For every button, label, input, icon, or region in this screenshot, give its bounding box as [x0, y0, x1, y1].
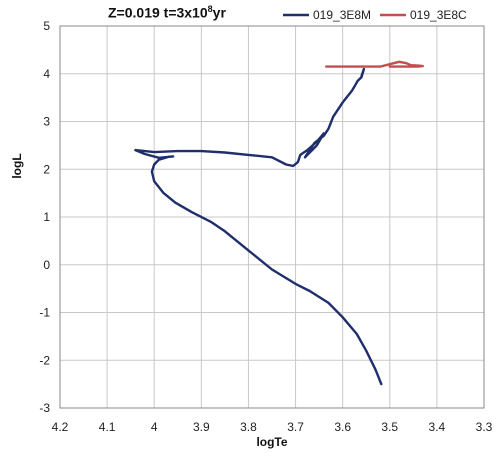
chart-title: Z=0.019 t=3x108yr	[108, 4, 226, 21]
x-axis-label: logTe	[256, 435, 287, 449]
y-tick-label: -3	[39, 401, 50, 415]
series-line-1	[134, 67, 383, 386]
chart-title-suffix: yr	[212, 4, 226, 21]
x-tick-label: 4	[151, 420, 158, 434]
y-tick-label: 4	[43, 67, 50, 81]
legend: 019_3E8M 019_3E8C	[283, 8, 467, 22]
x-tick-label: 3.3	[476, 420, 493, 434]
series-line-2	[325, 60, 424, 68]
y-tick-label: -2	[39, 353, 50, 367]
y-tick-label: 3	[43, 115, 50, 129]
x-tick-label: 3.6	[334, 420, 351, 434]
y-tick-label: 1	[43, 210, 50, 224]
chart-title-superscript: 8	[207, 4, 213, 14]
chart-title-main: Z=0.019 t=3x10	[108, 4, 208, 21]
y-tick-label: 0	[43, 258, 50, 272]
grid	[59, 25, 485, 409]
series-lines	[134, 60, 424, 386]
x-tick-label: 4.1	[99, 420, 116, 434]
legend-label-1: 019_3E8M	[313, 8, 371, 22]
legend-label-2: 019_3E8C	[410, 8, 467, 22]
x-tick-label: 3.5	[381, 420, 398, 434]
y-tick-label: 2	[43, 162, 50, 176]
plot-border	[59, 25, 485, 409]
tick-labels: 4.2 4.1 4 3.9 3.8 3.7 3.6 3.5 3.4 3.3 -3 -2 -1 0 1 2 3 4 5	[39, 19, 492, 434]
x-tick-label: 3.4	[429, 420, 446, 434]
y-tick-label: 5	[43, 19, 50, 33]
y-tick-label: -1	[39, 306, 50, 320]
x-tick-label: 4.2	[52, 420, 69, 434]
x-tick-label: 3.8	[240, 420, 257, 434]
y-axis-label: logL	[10, 153, 24, 178]
x-tick-label: 3.7	[287, 420, 304, 434]
x-tick-label: 3.9	[193, 420, 210, 434]
